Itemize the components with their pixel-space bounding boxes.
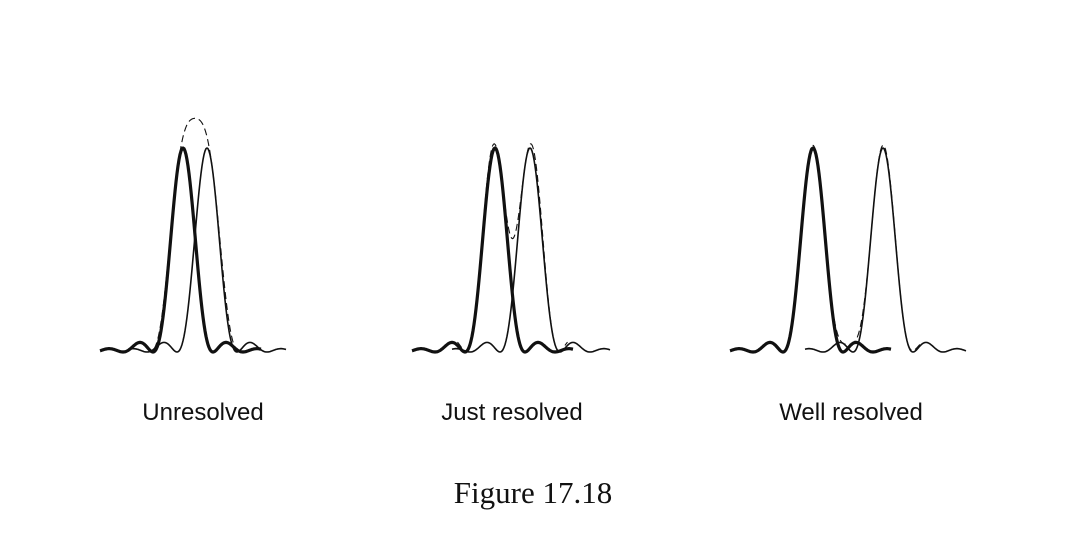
thin-curve — [128, 147, 287, 353]
sum-curve — [145, 117, 245, 351]
panel-label: Just resolved — [441, 399, 582, 426]
sum-curve — [775, 144, 921, 352]
thin-curve — [804, 147, 967, 353]
thick-curve — [729, 146, 892, 354]
curves — [99, 117, 967, 354]
thin-curve — [451, 147, 611, 353]
thick-curve — [411, 146, 574, 354]
caption: Figure 17.18 — [454, 475, 612, 510]
sum-curve — [457, 143, 568, 352]
thick-curve — [99, 146, 262, 354]
panel-label: Well resolved — [779, 399, 923, 426]
panel-label: Unresolved — [142, 399, 263, 426]
